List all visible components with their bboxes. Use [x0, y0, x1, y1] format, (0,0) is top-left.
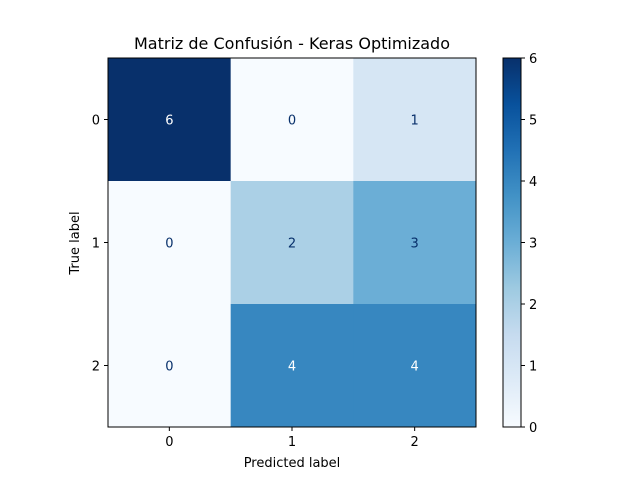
y-axis-label: True label [68, 211, 83, 275]
y-tick-label: 1 [92, 237, 100, 252]
x-tick-label: 2 [411, 435, 419, 450]
heatmap-cells [108, 58, 477, 428]
x-tick-label: 1 [288, 435, 296, 450]
colorbar-tick-label: 2 [529, 298, 537, 313]
x-axis-ticks: 0 1 2 [165, 427, 419, 450]
heatmap-cell-r2-c1 [230, 304, 354, 428]
chart-title: Matriz de Confusión - Keras Optimizado [134, 34, 450, 53]
cell-value-label-r2-c1: 4 [288, 360, 296, 375]
cell-value-label-r2-c2: 4 [411, 360, 419, 375]
cell-value-label-r0-c1: 0 [288, 114, 296, 129]
heatmap-cell-r2-c2 [353, 304, 477, 428]
heatmap-cell-r0-c0 [108, 58, 232, 182]
x-tick-label: 0 [165, 435, 173, 450]
x-axis-label: Predicted label [244, 456, 341, 471]
colorbar-tick-label: 6 [529, 52, 537, 67]
y-tick-label: 2 [92, 360, 100, 375]
y-tick-label: 0 [92, 114, 100, 129]
cell-value-label-r1-c0: 0 [165, 237, 173, 252]
heatmap-cell-labels: 6 0 1 0 2 3 0 4 4 [165, 114, 419, 375]
cell-value-label-r0-c0: 6 [165, 114, 173, 129]
colorbar-tick-label: 4 [529, 175, 537, 190]
heatmap-cell-r0-c2 [353, 58, 477, 182]
colorbar-tick-label: 1 [529, 360, 537, 375]
heatmap-cell-r0-c1 [230, 58, 354, 182]
colorbar-tick-label: 5 [529, 114, 537, 129]
heatmap-cell-r1-c0 [108, 181, 232, 305]
cell-value-label-r1-c1: 2 [288, 237, 296, 252]
colorbar [502, 57, 522, 428]
heatmap-cell-r2-c0 [108, 304, 232, 428]
colorbar-tick-label: 3 [529, 237, 537, 252]
cell-value-label-r1-c2: 3 [411, 237, 419, 252]
colorbar-tick-label: 0 [529, 421, 537, 436]
colorbar-ticks: 0 1 2 3 4 5 6 [521, 52, 537, 436]
cell-value-label-r2-c0: 0 [165, 360, 173, 375]
cell-value-label-r0-c2: 1 [411, 114, 419, 129]
y-axis-ticks: 0 1 2 [92, 114, 108, 375]
heatmap-cell-r1-c2 [353, 181, 477, 305]
heatmap-cell-r1-c1 [230, 181, 354, 305]
